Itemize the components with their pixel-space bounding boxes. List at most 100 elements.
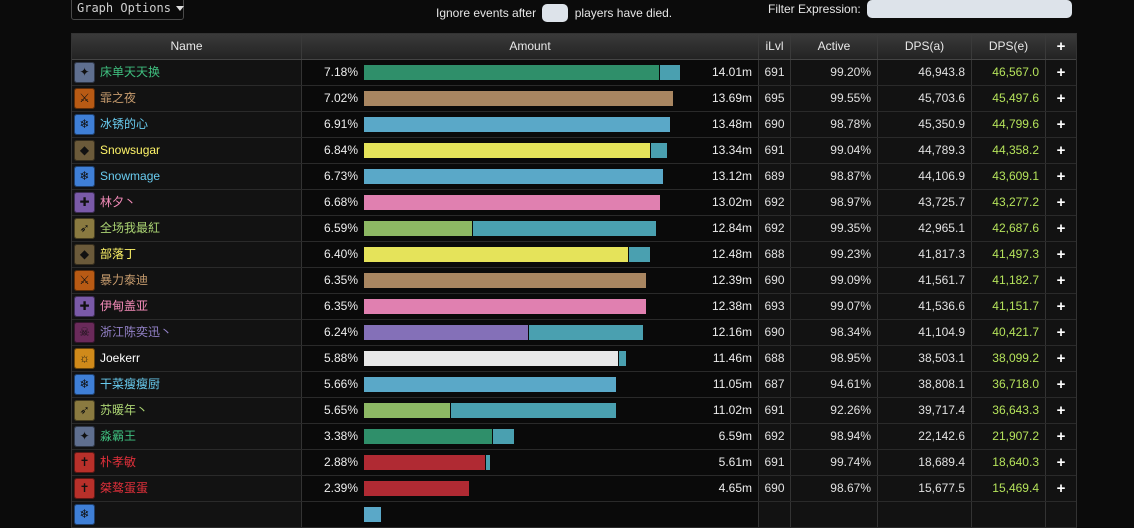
filter-expression-input[interactable] — [867, 0, 1072, 18]
column-header-amount[interactable]: Amount — [302, 34, 759, 59]
expand-row-button[interactable]: + — [1046, 320, 1076, 345]
active-percent: 98.94% — [830, 429, 871, 443]
dps-e-cell: 43,609.1 — [972, 164, 1046, 189]
player-name[interactable]: 淼霸王 — [100, 429, 137, 443]
table-row[interactable]: ◆ Snowsugar 6.84% 13.34m 691 99.04% 44,789.3 44… — [72, 138, 1076, 164]
amount-cell: 6.84% 13.34m — [302, 138, 759, 163]
graph-options-button[interactable]: Graph Options — [71, 0, 184, 20]
dps-effective: 18,640.3 — [992, 455, 1039, 469]
expand-row-button[interactable]: + — [1046, 242, 1076, 267]
table-row[interactable]: ➶ 苏暖年丶 5.65% 11.02m 691 92.26% 39,717.4 36,643.… — [72, 398, 1076, 424]
player-name[interactable]: 桀骜蛋蛋 — [100, 481, 149, 495]
player-name[interactable]: 暴力泰迪 — [100, 273, 149, 287]
table-row[interactable]: ✦ 床单天天换 7.18% 14.01m 691 99.20% 46,943.8 46,567… — [72, 60, 1076, 86]
table-row[interactable]: ✚ 林夕丶 6.68% 13.02m 692 98.97% 43,725.7 43,277.2… — [72, 190, 1076, 216]
ignore-events-control: Ignore events after players have died. — [436, 4, 672, 22]
expand-row-button[interactable]: + — [1046, 112, 1076, 137]
dps-e-cell: 41,497.3 — [972, 242, 1046, 267]
player-name[interactable]: 霏之夜 — [100, 91, 137, 105]
dps-active: 22,142.6 — [918, 429, 965, 443]
active-cell: 98.78% — [791, 112, 878, 137]
expand-row-button[interactable]: + — [1046, 216, 1076, 241]
ignore-deaths-input[interactable] — [542, 4, 569, 22]
player-name[interactable]: Snowmage — [100, 169, 161, 183]
expand-row-button[interactable]: + — [1046, 60, 1076, 85]
player-name[interactable]: 苏暖年丶 — [100, 403, 149, 417]
expand-row-button[interactable]: + — [1046, 450, 1076, 475]
player-name[interactable]: 林夕丶 — [100, 195, 137, 209]
expand-row-button[interactable]: + — [1046, 372, 1076, 397]
player-name[interactable]: 朴孝敏 — [100, 455, 137, 469]
damage-percent: 6.40% — [323, 247, 358, 261]
ilvl-cell: 688 — [759, 242, 791, 267]
hunter-icon: ➶ — [74, 400, 95, 421]
column-header-name[interactable]: Name — [72, 34, 302, 59]
damage-percent: 7.02% — [323, 91, 358, 105]
dps-active: 41,817.3 — [918, 247, 965, 261]
column-header-expand-all[interactable]: + — [1046, 34, 1076, 59]
amount-cell: 6.59% 12.84m — [302, 216, 759, 241]
player-name[interactable]: 伊甸盖亚 — [100, 299, 149, 313]
damage-amount: 11.02m — [712, 403, 752, 417]
expand-row-button[interactable] — [1046, 502, 1076, 527]
dps-a-cell: 41,104.9 — [878, 320, 972, 345]
table-row[interactable]: ❄ — [72, 502, 1076, 528]
item-level: 691 — [764, 143, 785, 157]
table-row[interactable]: ✝ 桀骜蛋蛋 2.39% 4.65m 690 98.67% 15,677.5 15,469.4… — [72, 476, 1076, 502]
column-header-dps-e[interactable]: DPS(e) — [972, 34, 1046, 59]
expand-row-button[interactable]: + — [1046, 190, 1076, 215]
dps-effective: 43,277.2 — [992, 195, 1039, 209]
damage-bar-secondary — [473, 221, 656, 236]
player-name[interactable]: 部落丁 — [100, 247, 137, 261]
expand-row-button[interactable]: + — [1046, 268, 1076, 293]
item-level: 687 — [764, 377, 785, 391]
expand-row-button[interactable]: + — [1046, 164, 1076, 189]
damage-bar-secondary — [651, 143, 667, 158]
table-row[interactable]: ⚔ 暴力泰迪 6.35% 12.39m 690 99.09% 41,561.7 41,182.… — [72, 268, 1076, 294]
mage-icon: ❄ — [74, 114, 95, 135]
table-row[interactable]: ⚔ 霏之夜 7.02% 13.69m 695 99.55% 45,703.6 45,497.6… — [72, 86, 1076, 112]
amount-cell: 2.88% 5.61m — [302, 450, 759, 475]
column-header-dps-a[interactable]: DPS(a) — [878, 34, 972, 59]
column-header-active[interactable]: Active — [791, 34, 878, 59]
player-name[interactable]: 冰锈的心 — [100, 117, 149, 131]
dps-e-cell: 44,358.2 — [972, 138, 1046, 163]
table-row[interactable]: ➶ 全场我最紅 6.59% 12.84m 692 99.35% 42,965.1 42,687… — [72, 216, 1076, 242]
table-row[interactable]: ☠ 浙江陈奕迅丶 6.24% 12.16m 690 98.34% 41,104.9 40,42… — [72, 320, 1076, 346]
expand-row-button[interactable]: + — [1046, 294, 1076, 319]
dps-active: 42,965.1 — [918, 221, 965, 235]
active-percent: 98.97% — [830, 195, 871, 209]
rogue-icon: ◆ — [74, 140, 95, 161]
damage-percent: 2.39% — [323, 481, 358, 495]
player-name[interactable]: Snowsugar — [100, 143, 161, 157]
item-level: 693 — [764, 299, 785, 313]
amount-cell: 6.40% 12.48m — [302, 242, 759, 267]
table-row[interactable]: ✦ 淼霸王 3.38% 6.59m 692 98.94% 22,142.6 21,907.2 + — [72, 424, 1076, 450]
table-row[interactable]: ❄ 干菜瘦瘦厨 5.66% 11.05m 687 94.61% 38,808.1 36,718… — [72, 372, 1076, 398]
damage-percent: 6.35% — [323, 273, 358, 287]
dps-e-cell: 36,643.3 — [972, 398, 1046, 423]
table-row[interactable]: ❄ 冰锈的心 6.91% 13.48m 690 98.78% 45,350.9 44,799.… — [72, 112, 1076, 138]
player-name[interactable]: 床单天天换 — [100, 65, 161, 79]
column-header-ilvl[interactable]: iLvl — [759, 34, 791, 59]
expand-row-button[interactable]: + — [1046, 346, 1076, 371]
expand-row-button[interactable]: + — [1046, 138, 1076, 163]
player-name[interactable]: 干菜瘦瘦厨 — [100, 377, 161, 391]
table-row[interactable]: ✚ 伊甸盖亚 6.35% 12.38m 693 99.07% 41,536.6 41,151.… — [72, 294, 1076, 320]
table-row[interactable]: ☼ Joekerr 5.88% 11.46m 688 98.95% 38,503.1 38,0… — [72, 346, 1076, 372]
table-row[interactable]: ❄ Snowmage 6.73% 13.12m 689 98.87% 44,106.9 43,… — [72, 164, 1076, 190]
expand-row-button[interactable]: + — [1046, 398, 1076, 423]
player-name[interactable]: 全场我最紅 — [100, 221, 161, 235]
player-cell: ◆ 部落丁 — [72, 242, 302, 267]
monk-icon: ✦ — [74, 426, 95, 447]
dps-active: 44,789.3 — [918, 143, 965, 157]
player-name[interactable]: Joekerr — [100, 351, 141, 365]
table-row[interactable]: ◆ 部落丁 6.40% 12.48m 688 99.23% 41,817.3 41,497.3… — [72, 242, 1076, 268]
ilvl-cell: 687 — [759, 372, 791, 397]
expand-row-button[interactable]: + — [1046, 86, 1076, 111]
table-row[interactable]: ✝ 朴孝敏 2.88% 5.61m 691 99.74% 18,689.4 18,640.3 + — [72, 450, 1076, 476]
expand-row-button[interactable]: + — [1046, 424, 1076, 449]
expand-row-button[interactable]: + — [1046, 476, 1076, 501]
player-cell: ✦ 淼霸王 — [72, 424, 302, 449]
player-name[interactable]: 浙江陈奕迅丶 — [100, 325, 173, 339]
